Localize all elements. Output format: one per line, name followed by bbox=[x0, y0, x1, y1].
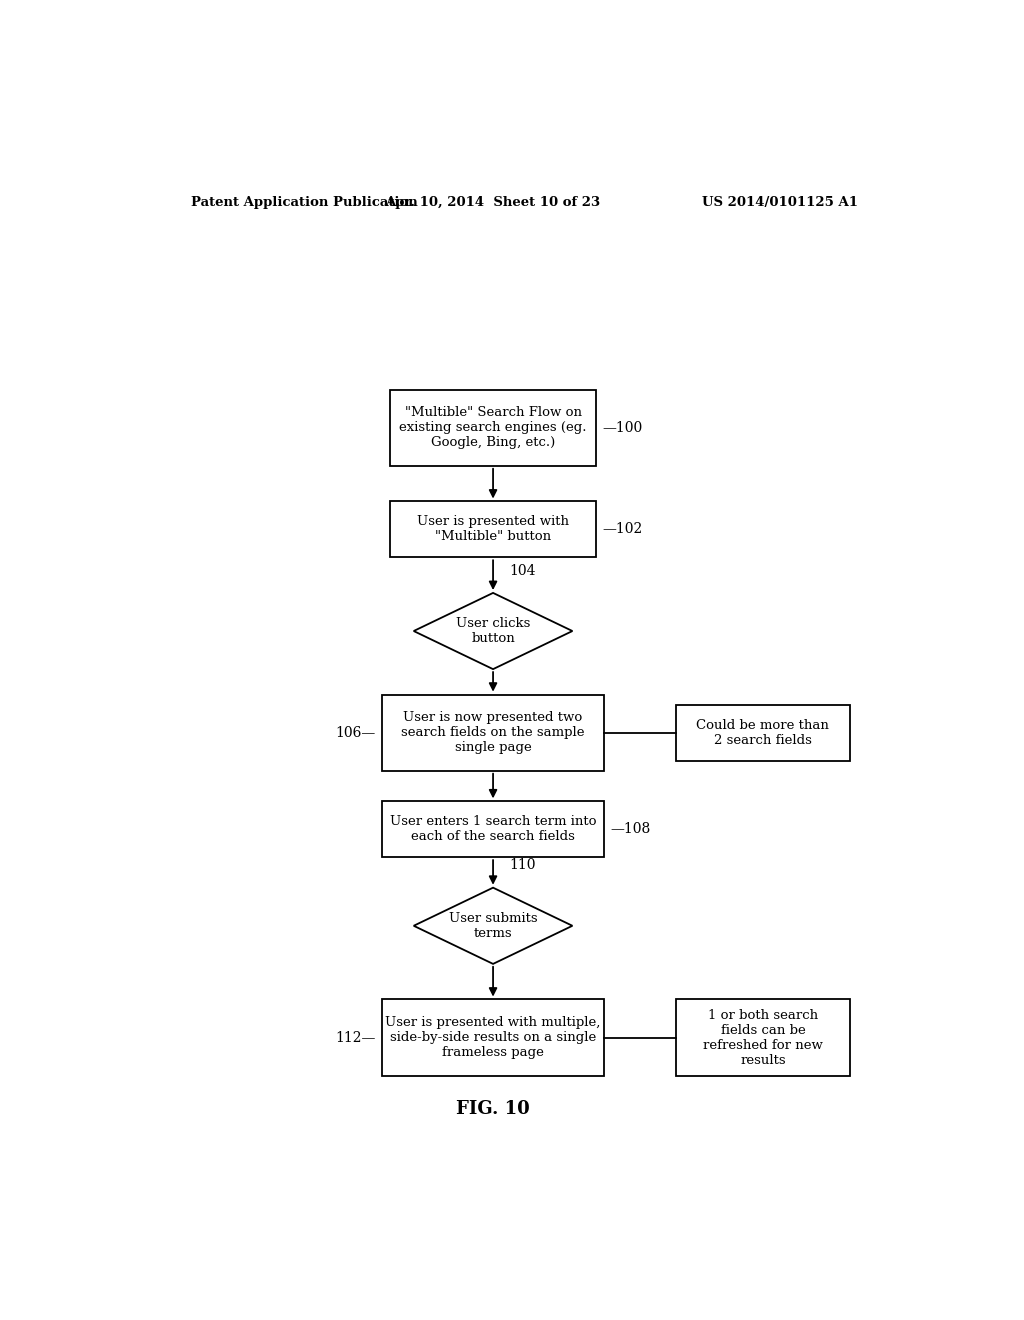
Text: —102: —102 bbox=[602, 523, 643, 536]
Text: US 2014/0101125 A1: US 2014/0101125 A1 bbox=[702, 195, 858, 209]
Text: "Multible" Search Flow on
existing search engines (eg.
Google, Bing, etc.): "Multible" Search Flow on existing searc… bbox=[399, 407, 587, 449]
Text: User enters 1 search term into
each of the search fields: User enters 1 search term into each of t… bbox=[390, 816, 596, 843]
FancyBboxPatch shape bbox=[676, 705, 850, 760]
Text: Could be more than
2 search fields: Could be more than 2 search fields bbox=[696, 718, 829, 747]
Text: User clicks
button: User clicks button bbox=[456, 616, 530, 645]
Text: User submits
terms: User submits terms bbox=[449, 912, 538, 940]
Text: FIG. 10: FIG. 10 bbox=[456, 1100, 530, 1118]
Text: Apr. 10, 2014  Sheet 10 of 23: Apr. 10, 2014 Sheet 10 of 23 bbox=[385, 195, 601, 209]
FancyBboxPatch shape bbox=[382, 999, 604, 1076]
Text: Patent Application Publication: Patent Application Publication bbox=[191, 195, 418, 209]
Text: —100: —100 bbox=[602, 421, 643, 434]
Text: User is presented with
"Multible" button: User is presented with "Multible" button bbox=[417, 515, 569, 544]
Text: 104: 104 bbox=[509, 564, 536, 578]
FancyBboxPatch shape bbox=[382, 694, 604, 771]
Text: 110: 110 bbox=[509, 858, 536, 873]
Text: User is presented with multiple,
side-by-side results on a single
frameless page: User is presented with multiple, side-by… bbox=[385, 1016, 601, 1059]
Text: 112—: 112— bbox=[335, 1031, 376, 1044]
Polygon shape bbox=[414, 593, 572, 669]
Text: 1 or both search
fields can be
refreshed for new
results: 1 or both search fields can be refreshed… bbox=[702, 1008, 823, 1067]
Text: User is now presented two
search fields on the sample
single page: User is now presented two search fields … bbox=[401, 711, 585, 754]
FancyBboxPatch shape bbox=[390, 389, 596, 466]
Text: —108: —108 bbox=[610, 822, 651, 837]
FancyBboxPatch shape bbox=[390, 502, 596, 557]
FancyBboxPatch shape bbox=[382, 801, 604, 857]
Text: 106—: 106— bbox=[335, 726, 376, 739]
FancyBboxPatch shape bbox=[676, 999, 850, 1076]
Polygon shape bbox=[414, 887, 572, 964]
